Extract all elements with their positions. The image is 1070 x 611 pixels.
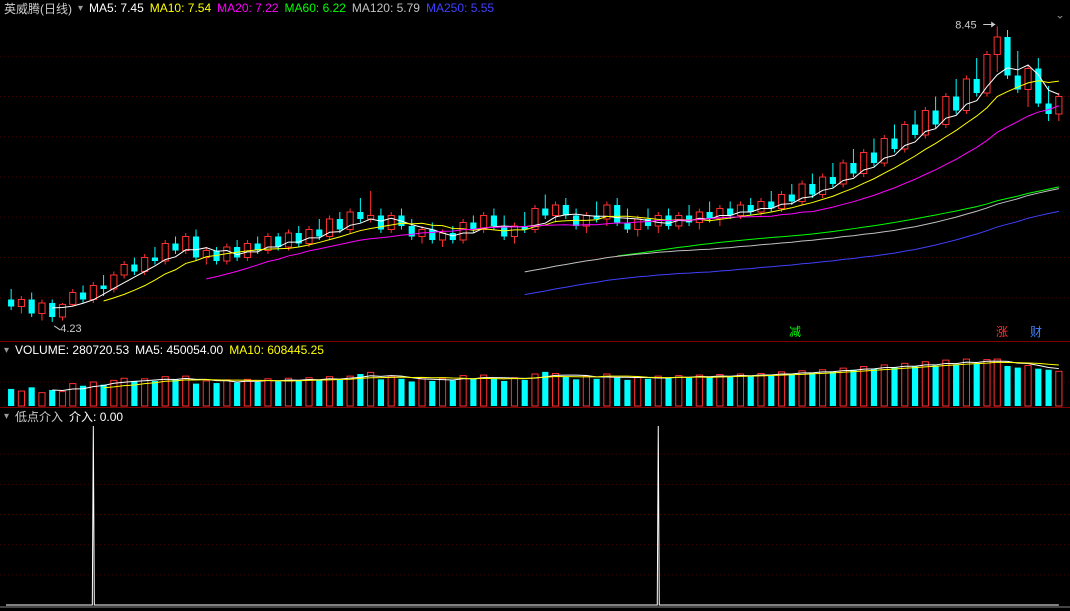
svg-text:4.23: 4.23 (60, 323, 81, 335)
chevron-down-icon[interactable]: ▾ (78, 3, 83, 14)
svg-text:8.45: 8.45 (955, 20, 976, 32)
indicator-label: 低点介入 (15, 408, 63, 425)
ma5-label: MA5: 7.45 (89, 1, 144, 15)
chevron-down-icon[interactable]: ▾ (4, 411, 9, 422)
volume-ma5-label: MA5: 450054.00 (135, 343, 223, 357)
price-panel[interactable]: 英威腾(日线) ▾ MA5: 7.45 MA10: 7.54 MA20: 7.2… (0, 0, 1070, 342)
svg-text:财: 财 (1030, 325, 1042, 339)
volume-panel[interactable]: ▾ VOLUME: 280720.53 MA5: 450054.00 MA10:… (0, 342, 1070, 408)
indicator-chart[interactable] (0, 408, 1070, 611)
ma60-label: MA60: 6.22 (285, 1, 346, 15)
ma120-label: MA120: 5.79 (352, 1, 420, 15)
volume-header: ▾ VOLUME: 280720.53 MA5: 450054.00 MA10:… (0, 342, 1070, 358)
stock-title: 英威腾(日线) (4, 0, 72, 17)
svg-text:涨: 涨 (996, 324, 1008, 339)
indicator-sub-label: 介入: 0.00 (69, 408, 123, 425)
indicator-header: ▾ 低点介入 介入: 0.00 (0, 408, 1070, 424)
price-chart[interactable]: 8.45 4.23 减 涨 财 (0, 0, 1070, 342)
indicator-panel[interactable]: ▾ 低点介入 介入: 0.00 (0, 408, 1070, 611)
ma20-label: MA20: 7.22 (217, 1, 278, 15)
volume-ma10-label: MA10: 608445.25 (229, 343, 324, 357)
svg-text:减: 减 (789, 325, 801, 339)
chevron-down-icon[interactable]: ▾ (4, 345, 9, 356)
ma10-label: MA10: 7.54 (150, 1, 211, 15)
ma250-label: MA250: 5.55 (426, 1, 494, 15)
price-header: 英威腾(日线) ▾ MA5: 7.45 MA10: 7.54 MA20: 7.2… (0, 0, 1070, 16)
volume-label: VOLUME: 280720.53 (15, 343, 129, 357)
